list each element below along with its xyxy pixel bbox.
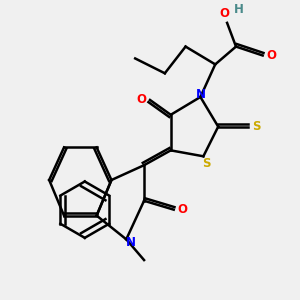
Text: O: O bbox=[136, 94, 146, 106]
Text: O: O bbox=[267, 49, 277, 62]
Text: H: H bbox=[234, 3, 244, 16]
Text: N: N bbox=[126, 236, 136, 249]
Text: S: S bbox=[253, 120, 261, 133]
Text: O: O bbox=[219, 8, 229, 20]
Text: N: N bbox=[195, 88, 206, 100]
Text: S: S bbox=[202, 157, 211, 170]
Text: O: O bbox=[178, 203, 188, 216]
